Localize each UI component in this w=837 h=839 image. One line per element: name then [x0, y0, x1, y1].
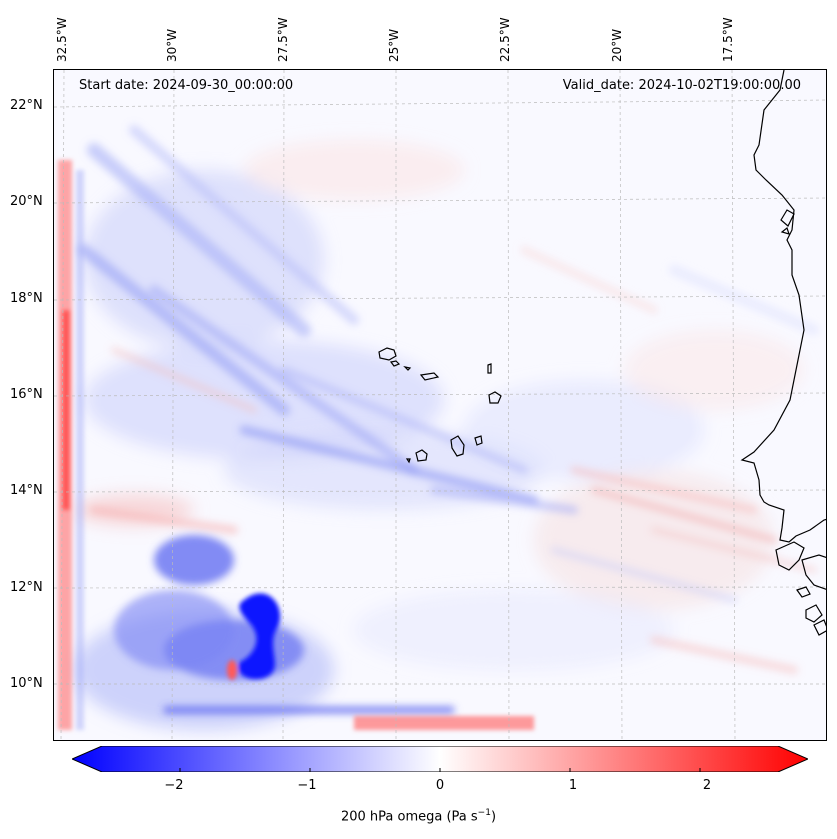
coast-island-1: [796, 586, 811, 598]
valid-date-label: Valid_date: 2024-10-02T19:00:00.00: [562, 78, 801, 93]
lat-label-20n: 20°N: [10, 194, 43, 209]
coastline-path: [740, 70, 826, 543]
lat-label-16n: 16°N: [10, 387, 43, 402]
west-africa-coastline: [740, 70, 826, 636]
colorbar-label-text: 200 hPa omega (Pa s: [340, 809, 478, 825]
island-sao-vicente: [389, 360, 401, 367]
lat-label-22n: 22°N: [10, 98, 43, 113]
coast-island-2: [805, 604, 823, 623]
lat-label-14n: 14°N: [10, 483, 43, 498]
coast-peninsula-2: [780, 226, 790, 235]
info-bar: Start date: 2024-09-30_00:00:00 Valid_da…: [53, 76, 827, 96]
island-santo-antao: [378, 347, 397, 361]
island-santa-luzia: [403, 366, 412, 371]
lon-label-22-5w: 22.5°W: [498, 17, 512, 62]
island-fogo: [415, 449, 428, 462]
island-sal: [487, 363, 492, 374]
colorbar-label-close: ): [490, 809, 497, 825]
intense-ascent-core: [227, 593, 281, 680]
colorbar-tick-0: 0: [435, 778, 445, 793]
omega-map: [53, 69, 827, 741]
lat-label-18n: 18°N: [10, 291, 43, 306]
lon-label-27-5w: 27.5°W: [276, 17, 290, 62]
coast-peninsula-1: [780, 209, 795, 227]
colorbar-tick-1: 1: [568, 778, 578, 793]
island-santiago: [450, 435, 465, 457]
island-sao-nicolau: [419, 372, 440, 381]
graticule: [54, 70, 826, 740]
coast-island-3: [813, 619, 826, 636]
colorbar: [72, 746, 808, 772]
island-brava: [405, 458, 411, 464]
island-boa-vista: [488, 391, 502, 404]
start-date-label: Start date: 2024-09-30_00:00:00: [79, 78, 294, 93]
colorbar-label: 200 hPa omega (Pa s−1): [0, 808, 837, 824]
lon-label-17-5w: 17.5°W: [721, 17, 735, 62]
lat-label-12n: 12°N: [10, 580, 43, 595]
colorbar-gradient: [72, 746, 808, 772]
lon-label-30w: 30°W: [165, 28, 179, 62]
colorbar-tick-neg1: −1: [297, 778, 317, 793]
colorbar-tick-2: 2: [702, 778, 712, 793]
lon-label-32-5w: 32.5°W: [55, 17, 69, 62]
lon-label-25w: 25°W: [387, 28, 401, 62]
colorbar-label-exponent: −1: [477, 808, 491, 818]
diffuse-omega-patches: [74, 140, 804, 730]
island-maio: [474, 435, 483, 446]
colorbar-tick-neg2: −2: [164, 778, 184, 793]
coast-inlet-1: [775, 541, 805, 571]
lat-label-10n: 10°N: [10, 676, 43, 691]
lon-label-20w: 20°W: [610, 28, 624, 62]
coast-inlet-2: [801, 554, 826, 590]
omega-field: [54, 70, 826, 740]
cape-verde-islands: [378, 347, 502, 464]
